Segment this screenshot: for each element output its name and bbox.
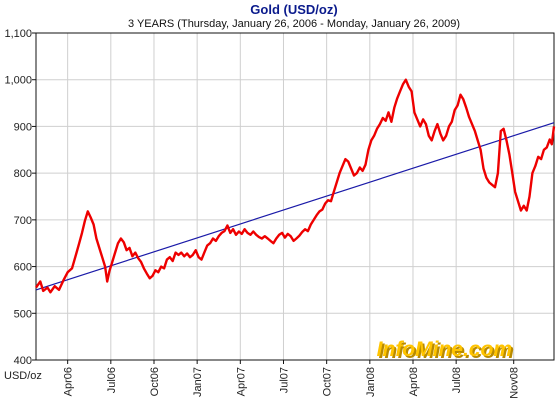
x-tick-label: Apr06: [63, 367, 75, 396]
watermark-text: InfoMine.com: [377, 338, 512, 361]
x-tick-label: Jul07: [278, 367, 290, 393]
y-tick-label: 1,000: [4, 75, 32, 87]
grid-layer: [36, 33, 554, 360]
y-tick-label: 1,100: [4, 28, 32, 40]
x-tick-label: Jan08: [365, 367, 377, 397]
y-tick-label: 900: [14, 121, 32, 133]
y-tick-label: 800: [14, 168, 32, 180]
x-tick-label: Jan07: [192, 367, 204, 397]
trend-line: [35, 122, 555, 291]
y-tick-label: 700: [14, 215, 32, 227]
plot-area-frame: [35, 32, 555, 361]
x-tick-label: Oct06: [149, 367, 161, 396]
y-tick-label: 500: [14, 308, 32, 320]
chart-title: Gold (USD/oz): [250, 2, 337, 17]
x-tick-label: Apr07: [235, 367, 247, 396]
x-tick-label: Nov08: [509, 367, 521, 399]
infomine-watermark: InfoMine.com InfoMine.com: [377, 338, 514, 363]
x-tick-label: Jul06: [106, 367, 118, 393]
y-tick-label: 600: [14, 262, 32, 274]
x-tick-label: Oct07: [322, 367, 334, 396]
y-tick-label: 400: [14, 355, 32, 367]
chart-subtitle: 3 YEARS (Thursday, January 26, 2006 - Mo…: [128, 18, 460, 30]
watermark-shadow: InfoMine.com: [379, 340, 514, 363]
x-tick-label: Apr08: [408, 367, 420, 396]
series-layer: [35, 78, 556, 294]
x-axis: Apr06 Jul06 Oct06 Jan07 Apr07 Jul07 Oct07 Jan08…: [63, 360, 521, 399]
x-tick-label: Jul08: [451, 367, 463, 393]
gold-price-line: [35, 78, 556, 294]
y-axis: 400 500 600 700 800 900 1,000 1,100: [4, 28, 36, 367]
y-axis-unit-label: USD/oz: [4, 370, 42, 382]
